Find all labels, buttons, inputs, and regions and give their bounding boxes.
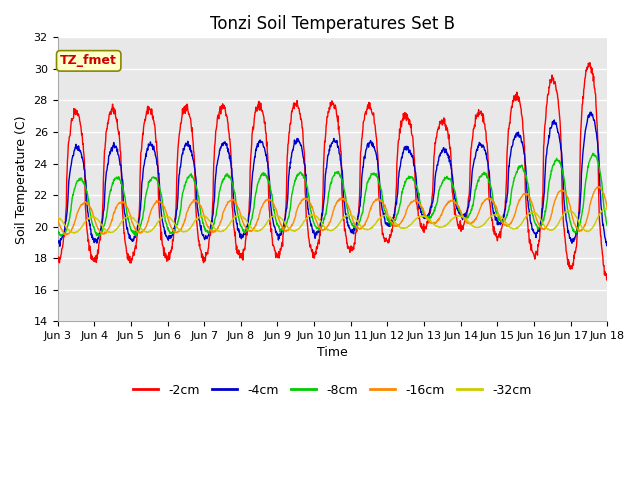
-16cm xyxy=(63,232,70,238)
-2cm xyxy=(538,209,546,215)
-16cm xyxy=(539,226,547,231)
-8cm xyxy=(238,224,246,229)
-2cm xyxy=(586,60,594,66)
-8cm xyxy=(490,202,498,207)
-8cm xyxy=(95,233,103,239)
-16cm xyxy=(163,211,171,217)
-8cm xyxy=(604,223,611,229)
Title: Tonzi Soil Temperatures Set B: Tonzi Soil Temperatures Set B xyxy=(210,15,455,33)
-16cm xyxy=(419,204,426,210)
-4cm xyxy=(490,209,498,215)
-2cm xyxy=(418,226,426,231)
-32cm xyxy=(238,213,246,219)
-32cm xyxy=(490,212,498,218)
-8cm xyxy=(589,150,596,156)
Line: -2cm: -2cm xyxy=(58,63,607,280)
-32cm xyxy=(54,214,61,220)
-4cm xyxy=(604,243,611,249)
Line: -8cm: -8cm xyxy=(58,153,607,236)
Y-axis label: Soil Temperature (C): Soil Temperature (C) xyxy=(15,115,28,243)
Line: -16cm: -16cm xyxy=(58,187,607,235)
-32cm xyxy=(419,213,426,219)
-2cm xyxy=(163,254,170,260)
-32cm xyxy=(602,206,610,212)
-4cm xyxy=(419,213,426,218)
-2cm xyxy=(604,272,611,278)
-32cm xyxy=(163,214,171,219)
-16cm xyxy=(604,207,611,213)
Line: -4cm: -4cm xyxy=(58,112,607,246)
-32cm xyxy=(70,230,78,236)
-4cm xyxy=(539,207,547,213)
-32cm xyxy=(177,228,184,234)
-16cm xyxy=(595,184,602,190)
-8cm xyxy=(419,207,426,213)
-16cm xyxy=(177,228,184,233)
-8cm xyxy=(163,222,171,228)
X-axis label: Time: Time xyxy=(317,347,348,360)
-8cm xyxy=(539,219,547,225)
Text: TZ_fmet: TZ_fmet xyxy=(60,54,117,67)
-4cm xyxy=(56,243,63,249)
-4cm xyxy=(54,239,61,244)
-8cm xyxy=(177,208,184,214)
-8cm xyxy=(54,228,61,234)
-2cm xyxy=(176,129,184,134)
Line: -32cm: -32cm xyxy=(58,209,607,233)
-4cm xyxy=(238,234,246,240)
-2cm xyxy=(603,277,611,283)
-4cm xyxy=(177,164,184,170)
-2cm xyxy=(54,256,61,262)
-4cm xyxy=(163,233,171,239)
-16cm xyxy=(54,216,61,221)
-32cm xyxy=(539,220,547,226)
-16cm xyxy=(490,199,498,204)
-16cm xyxy=(238,216,246,222)
-4cm xyxy=(587,109,595,115)
-2cm xyxy=(490,228,497,234)
-32cm xyxy=(604,207,611,213)
Legend: -2cm, -4cm, -8cm, -16cm, -32cm: -2cm, -4cm, -8cm, -16cm, -32cm xyxy=(128,379,537,402)
-2cm xyxy=(237,251,245,257)
